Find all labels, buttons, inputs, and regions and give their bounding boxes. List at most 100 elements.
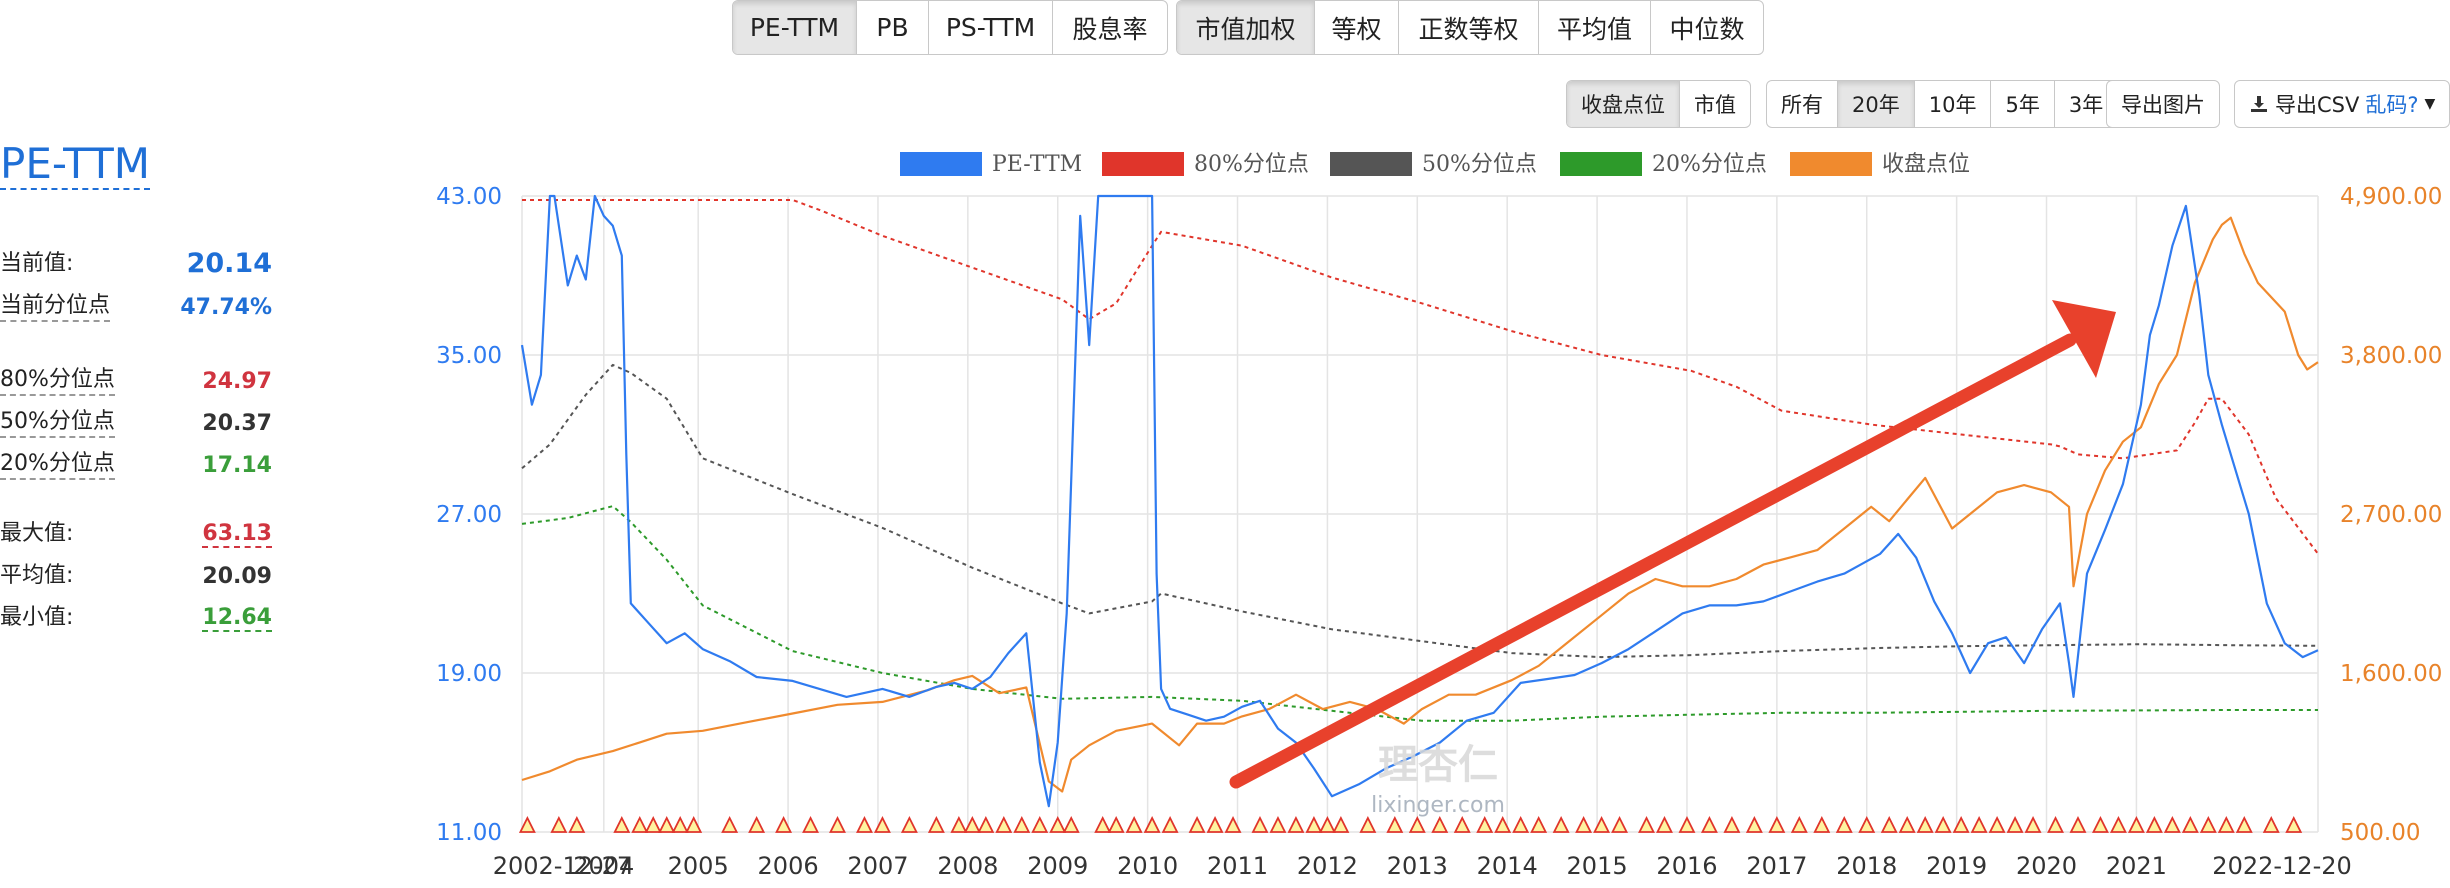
tab-range-10y[interactable]: 10年 bbox=[1915, 81, 1992, 127]
stat-p50-value: 20.37 bbox=[202, 410, 272, 436]
event-marker-triangle bbox=[950, 815, 968, 833]
event-marker-triangle bbox=[1611, 815, 1629, 833]
watermark-logo: 理杏仁 bbox=[1378, 742, 1498, 788]
tab-range-all[interactable]: 所有 bbox=[1767, 81, 1838, 127]
stat-current-value: 20.14 bbox=[186, 248, 272, 279]
x-tick-label: 2004 bbox=[573, 852, 634, 880]
event-marker-triangle bbox=[1125, 815, 1143, 833]
event-marker-triangle bbox=[1678, 815, 1696, 833]
tab-dividend-yield[interactable]: 股息率 bbox=[1072, 14, 1148, 44]
event-marker-triangle bbox=[1700, 815, 1718, 833]
event-marker-triangle bbox=[2047, 815, 2064, 833]
tab-pe-ttm[interactable]: PE-TTM bbox=[733, 1, 857, 54]
tab-positive-equal-weight[interactable]: 正数等权 bbox=[1399, 1, 1539, 54]
event-marker-triangle bbox=[1107, 815, 1125, 833]
stat-p50: 50%分位点 20.37 bbox=[0, 408, 272, 438]
x-tick-label: 2020 bbox=[2016, 852, 2077, 880]
series-line-PE-TTM bbox=[520, 194, 2319, 808]
event-marker-triangle bbox=[2069, 815, 2087, 833]
stat-max-value: 63.13 bbox=[202, 520, 272, 548]
event-marker-triangle bbox=[1251, 815, 1269, 833]
event-marker-triangle bbox=[1494, 815, 1512, 833]
event-marker-triangle bbox=[2181, 815, 2199, 833]
event-marker-triangle bbox=[2109, 815, 2127, 833]
stat-current: 当前值: 20.14 bbox=[0, 248, 272, 279]
event-marker-triangle bbox=[775, 815, 793, 833]
event-marker-triangle bbox=[1858, 815, 1876, 833]
x-tick-label: 2022-12-20 bbox=[2212, 852, 2351, 880]
y-left-tick-label: 19.00 bbox=[436, 661, 502, 687]
export-image-button[interactable]: 导出图片 bbox=[2121, 93, 2205, 117]
y-right-tick-label: 1,600.00 bbox=[2340, 661, 2442, 687]
tab-range-3y[interactable]: 3年 bbox=[2068, 93, 2104, 117]
y-right-tick-label: 4,900.00 bbox=[2340, 184, 2442, 210]
event-marker-triangle bbox=[1031, 815, 1049, 833]
legend-swatch bbox=[1790, 152, 1872, 176]
stat-max-label: 最大值: bbox=[0, 521, 74, 546]
tab-range-5y[interactable]: 5年 bbox=[1991, 81, 2055, 127]
caret-down-icon: ▼ bbox=[2424, 96, 2436, 112]
stat-avg-value: 20.09 bbox=[202, 563, 272, 589]
event-marker-triangle bbox=[1552, 815, 1570, 833]
event-marker-triangle bbox=[963, 815, 981, 833]
event-marker-triangle bbox=[1656, 815, 1673, 833]
event-marker-triangle bbox=[1530, 815, 1548, 833]
x-tick-label: 2016 bbox=[1656, 852, 1717, 880]
y-right-tick-label: 3,800.00 bbox=[2340, 343, 2442, 369]
event-marker-triangle bbox=[1408, 815, 1426, 833]
event-marker-triangle bbox=[2163, 815, 2181, 833]
event-marker-triangle bbox=[1318, 815, 1336, 833]
tab-ps-ttm[interactable]: PS-TTM bbox=[929, 1, 1053, 54]
y-right-tick-label: 2,700.00 bbox=[2340, 502, 2442, 528]
event-marker-triangle bbox=[1143, 815, 1161, 833]
event-marker-triangle bbox=[1476, 815, 1494, 833]
event-marker-triangle bbox=[1790, 815, 1808, 833]
x-tick-label: 2009 bbox=[1027, 852, 1088, 880]
event-marker-triangle bbox=[1745, 815, 1763, 833]
metric-tabs: PE-TTM PB PS-TTM 股息率 bbox=[732, 0, 1168, 55]
legend-swatch bbox=[1560, 152, 1642, 176]
export-csv-button[interactable]: 导出CSV 乱码? ▼ bbox=[2235, 81, 2449, 127]
export-image-group: 导出图片 bbox=[2106, 80, 2220, 128]
event-marker-triangle bbox=[1835, 815, 1853, 833]
x-tick-label: 2011 bbox=[1207, 852, 1268, 880]
x-tick-label: 2015 bbox=[1567, 852, 1628, 880]
range-tabs: 所有 20年 10年 5年 3年 bbox=[1766, 80, 2119, 128]
event-marker-triangle bbox=[658, 815, 676, 833]
y-left-tick-label: 11.00 bbox=[436, 820, 502, 846]
tab-cap-weighted[interactable]: 市值加权 bbox=[1177, 1, 1315, 54]
x-tick-label: 2002-12-27 bbox=[493, 852, 632, 880]
event-marker-triangle bbox=[1305, 815, 1323, 833]
y-left-tick-label: 43.00 bbox=[436, 184, 502, 210]
tab-close-index[interactable]: 收盘点位 bbox=[1567, 81, 1680, 127]
view-tabs: 收盘点位 市值 bbox=[1566, 80, 1751, 128]
event-marker-triangle bbox=[2199, 815, 2217, 833]
event-marker-triangle bbox=[748, 815, 766, 833]
event-marker-triangle bbox=[1952, 815, 1970, 833]
event-marker-triangle bbox=[1431, 815, 1449, 833]
garbled-link[interactable]: 乱码? bbox=[2365, 93, 2419, 117]
event-marker-triangle bbox=[1898, 815, 1916, 833]
event-marker-triangle bbox=[2262, 815, 2280, 833]
stat-current-pct-label: 当前分位点 bbox=[0, 292, 111, 322]
tab-equal-weight[interactable]: 等权 bbox=[1315, 1, 1399, 54]
tab-average[interactable]: 平均值 bbox=[1539, 1, 1651, 54]
event-marker-triangle bbox=[2285, 815, 2303, 833]
event-marker-triangle bbox=[2127, 815, 2145, 833]
event-marker-triangle bbox=[1062, 815, 1080, 833]
tab-range-20y[interactable]: 20年 bbox=[1838, 81, 1915, 127]
event-marker-triangle bbox=[613, 815, 631, 833]
event-marker-triangle bbox=[1049, 815, 1067, 833]
tab-pb[interactable]: PB bbox=[857, 1, 929, 54]
annotation-arrow-shaft bbox=[1229, 333, 2077, 789]
legend-swatch bbox=[1102, 152, 1184, 176]
stat-p80-value: 24.97 bbox=[202, 368, 272, 394]
stat-max: 最大值: 63.13 bbox=[0, 520, 272, 548]
tab-market-cap[interactable]: 市值 bbox=[1694, 93, 1736, 117]
tab-median[interactable]: 中位数 bbox=[1669, 14, 1745, 44]
series-line-50%分位点 bbox=[521, 363, 2319, 659]
event-marker-triangle bbox=[1094, 815, 1112, 833]
event-marker-triangle bbox=[2092, 815, 2109, 833]
x-tick-label: 2013 bbox=[1387, 852, 1448, 880]
